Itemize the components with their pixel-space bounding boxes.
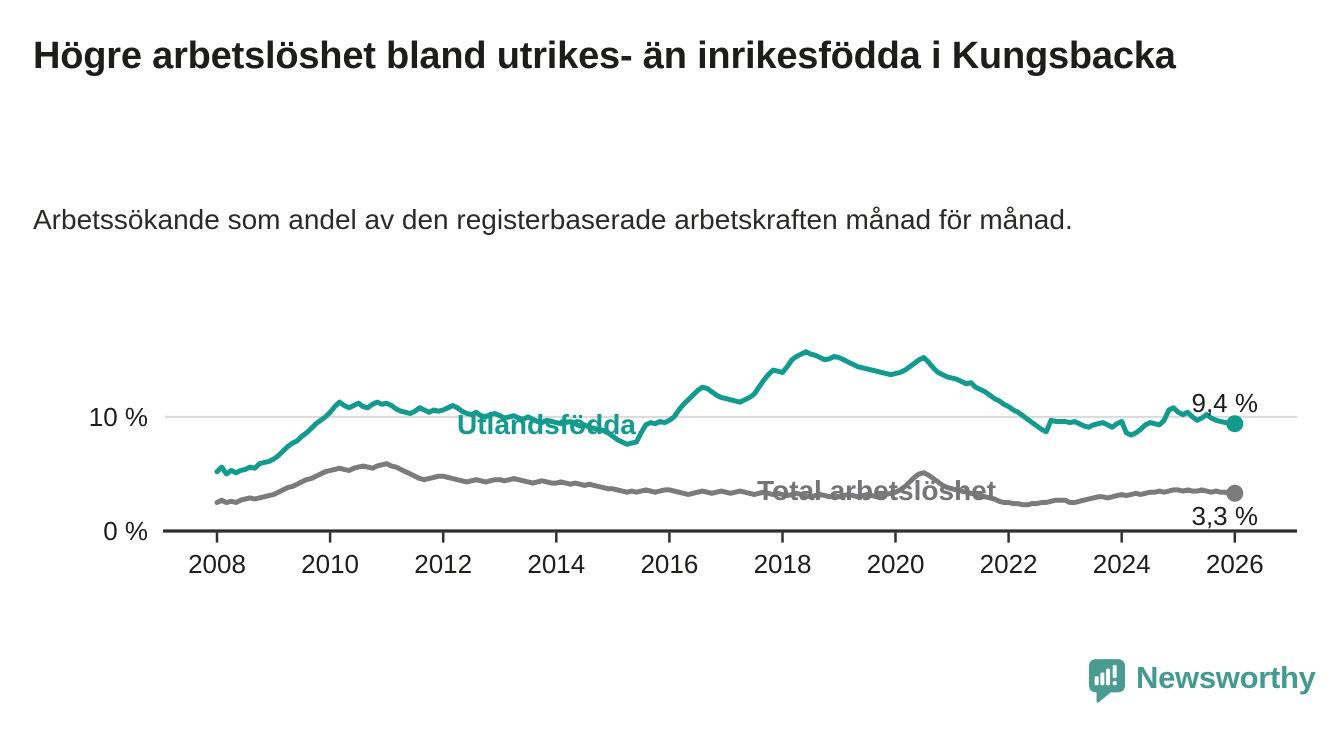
x-axis-label-2010: 2010 [301, 549, 359, 579]
page-title: Högre arbetslöshet bland utrikes- än inr… [33, 35, 1176, 77]
x-axis-label-2008: 2008 [188, 549, 246, 579]
x-axis-label-2024: 2024 [1093, 549, 1151, 579]
exclamation-dot [1112, 681, 1117, 686]
x-axis-label-2026: 2026 [1206, 549, 1264, 579]
exclamation-bar [1112, 664, 1117, 679]
series-label-total-arbetsloshet: Total arbetslöshet [757, 475, 996, 506]
newsworthy-logo-text: Newsworthy [1136, 660, 1316, 695]
chart-subtitle: Arbetssökande som andel av den registerb… [33, 204, 1073, 235]
x-axis-label-2018: 2018 [754, 549, 812, 579]
x-axis-label-2022: 2022 [980, 549, 1038, 579]
bar-3 [1106, 668, 1111, 686]
chart-labels-group: Utlandsfödda Total arbetslöshet 9,4 % 3,… [457, 388, 1258, 531]
series-end-dot-total-arbetsloshet [1226, 484, 1244, 502]
x-axis-label-2012: 2012 [414, 549, 472, 579]
y-axis-label-10: 10 % [89, 402, 148, 432]
end-value-label-total-arbetsloshet: 3,3 % [1192, 501, 1259, 531]
x-axis-label-2014: 2014 [527, 549, 585, 579]
end-value-label-utlandsfodda: 9,4 % [1192, 388, 1259, 418]
line-chart-canvas: 0 % 10 % 2008 2010 2012 2014 2016 2018 2020 2022 2… [89, 349, 1297, 579]
series-line-utlandsfodda [214, 349, 1238, 477]
x-axis-label-2020: 2020 [867, 549, 925, 579]
series-line-total-arbetsloshet [214, 461, 1238, 508]
series-label-utlandsfodda: Utlandsfödda [457, 409, 636, 440]
bar-2 [1100, 672, 1105, 686]
series-end-dot-utlandsfodda [1226, 415, 1244, 433]
y-axis-label-0: 0 % [103, 516, 148, 546]
x-axis-label-2016: 2016 [640, 549, 698, 579]
newsworthy-logo: Newsworthy [1088, 658, 1316, 706]
bar-1 [1094, 676, 1099, 686]
chart-plot-group: 0 % 10 % 2008 2010 2012 2014 2016 2018 2020 2022 2… [89, 349, 1297, 579]
bar-chart-speech-bubble-icon [1088, 659, 1126, 703]
